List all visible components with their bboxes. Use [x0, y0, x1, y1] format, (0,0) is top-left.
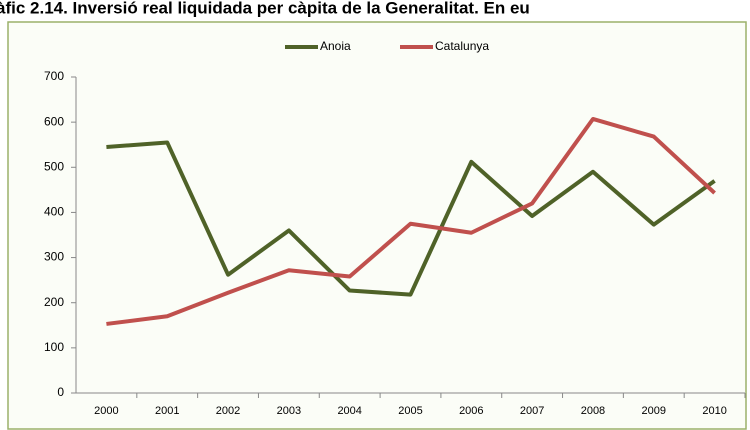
x-tick-label: 2002 — [216, 405, 240, 417]
y-tick-label: 600 — [44, 114, 64, 128]
x-tick-label: 2008 — [581, 405, 605, 417]
legend-label: Anoia — [320, 39, 351, 53]
y-tick-label: 0 — [57, 385, 64, 399]
chart-title: àfic 2.14. Inversió real liquidada per c… — [0, 0, 530, 17]
y-tick-label: 500 — [44, 159, 64, 173]
x-tick-label: 2007 — [520, 405, 544, 417]
x-tick-label: 2006 — [459, 405, 483, 417]
y-tick-label: 400 — [44, 205, 64, 219]
x-tick-label: 2005 — [398, 405, 422, 417]
series-line — [106, 140, 716, 297]
y-tick-label: 700 — [44, 69, 64, 83]
series-line — [106, 116, 716, 326]
x-tick-label: 2001 — [155, 405, 179, 417]
y-tick-label: 300 — [44, 250, 64, 264]
x-tick-label: 2003 — [277, 405, 301, 417]
legend-label: Catalunya — [435, 39, 489, 53]
x-tick-label: 2004 — [337, 405, 361, 417]
x-tick-label: 2000 — [94, 405, 118, 417]
x-tick-label: 2010 — [702, 405, 726, 417]
chart-frame — [7, 21, 747, 430]
y-tick-label: 100 — [44, 340, 64, 354]
x-tick-label: 2009 — [642, 405, 666, 417]
y-tick-label: 200 — [44, 295, 64, 309]
